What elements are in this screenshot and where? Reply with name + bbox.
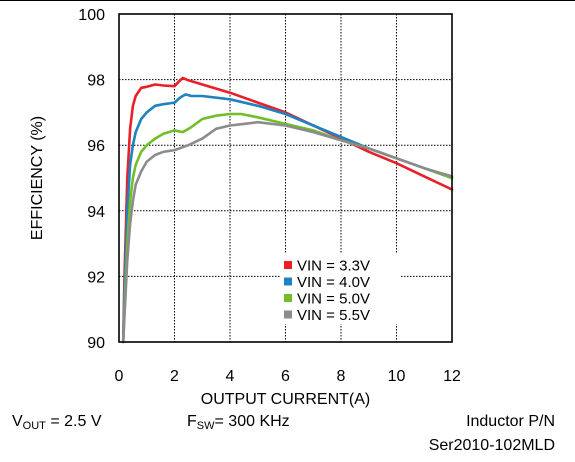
y-tick-label: 92 xyxy=(87,269,105,286)
legend-swatch xyxy=(284,294,292,302)
vout-symbol: V xyxy=(12,413,23,430)
x-tick-label: 0 xyxy=(115,368,124,385)
legend-swatch xyxy=(284,261,292,269)
legend-label: VIN = 4.0V xyxy=(297,274,370,291)
series-line-2 xyxy=(121,93,454,344)
series-line-4 xyxy=(121,120,454,344)
vout-subscript: OUT xyxy=(22,420,46,432)
inductor-caption-line2: Ser2010-102MLD xyxy=(428,437,555,454)
y-tick-label: 98 xyxy=(87,73,105,90)
y-tick-label: 94 xyxy=(87,204,105,221)
y-tick-label: 100 xyxy=(78,7,105,24)
vout-value: = 2.5 V xyxy=(45,413,102,430)
top-rule xyxy=(0,0,575,1)
fsw-value: = 300 KHz xyxy=(214,413,290,430)
vout-caption: VOUT = 2.5 V xyxy=(12,413,102,432)
x-tick-label: 10 xyxy=(388,368,406,385)
fsw-caption: FSW= 300 KHz xyxy=(187,413,290,432)
fsw-subscript: SW xyxy=(196,420,215,432)
y-tick-label: 96 xyxy=(87,138,105,155)
x-tick-label: 8 xyxy=(337,368,346,385)
x-tick-label: 6 xyxy=(281,368,290,385)
legend-swatch xyxy=(284,310,292,319)
legend-label: VIN = 3.3V xyxy=(297,258,370,275)
x-tick-label: 4 xyxy=(226,368,235,385)
x-tick-label: 12 xyxy=(443,368,461,385)
x-tick-label: 2 xyxy=(170,368,179,385)
legend-swatch xyxy=(284,277,292,286)
inductor-caption-line1: Inductor P/N xyxy=(466,413,555,430)
legend-background xyxy=(280,254,400,324)
y-tick-label: 90 xyxy=(87,335,105,352)
legend-label: VIN = 5.0V xyxy=(297,291,370,308)
legend-label: VIN = 5.5V xyxy=(297,307,370,324)
fsw-symbol: F xyxy=(187,413,197,430)
y-axis-title: EFFICIENCY (%) xyxy=(29,116,46,240)
plot-frame xyxy=(118,13,453,343)
x-axis-title: OUTPUT CURRENT(A) xyxy=(201,391,370,408)
